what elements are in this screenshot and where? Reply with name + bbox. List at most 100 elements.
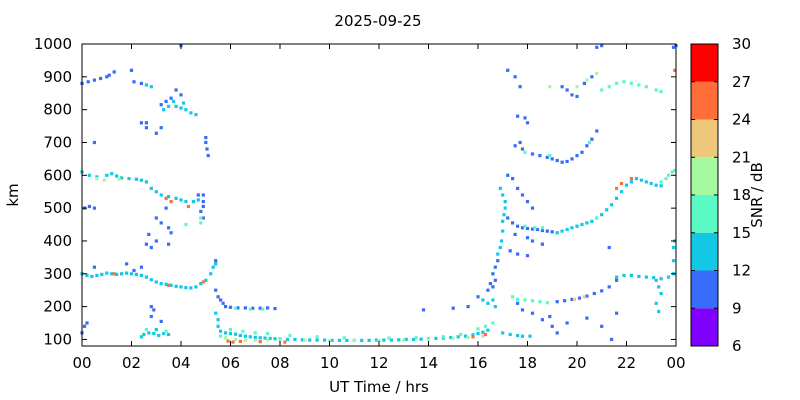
data-point <box>92 265 96 269</box>
data-point <box>548 154 552 158</box>
data-point <box>189 286 193 290</box>
x-axis: 00 02 04 06 08 10 12 14 16 18 20 22 00 <box>72 44 686 372</box>
data-point <box>273 337 277 341</box>
data-point <box>174 196 178 200</box>
data-point <box>214 259 218 263</box>
data-point <box>654 278 658 282</box>
data-point <box>125 262 129 266</box>
data-point <box>149 186 153 190</box>
y-tick-label: 200 <box>43 298 72 316</box>
data-point <box>139 121 143 125</box>
data-point <box>560 160 564 164</box>
data-point <box>167 104 171 108</box>
data-point <box>483 332 487 337</box>
data-point <box>266 306 270 310</box>
data-point <box>550 230 554 234</box>
y-tick-label: 100 <box>43 330 72 348</box>
data-point <box>263 336 267 340</box>
data-point <box>179 198 183 202</box>
data-point <box>501 229 505 233</box>
data-point <box>483 324 487 328</box>
data-points <box>80 44 678 344</box>
data-point <box>555 300 559 304</box>
data-point <box>600 213 604 217</box>
data-point <box>172 99 176 103</box>
data-point <box>540 318 544 322</box>
data-point <box>159 126 163 130</box>
x-tick-label: 22 <box>617 354 636 372</box>
data-point <box>214 262 218 266</box>
data-point <box>154 328 158 332</box>
data-point <box>615 278 619 282</box>
data-point <box>523 224 527 228</box>
data-point <box>110 272 114 276</box>
data-point <box>233 337 238 341</box>
y-tick-label: 400 <box>43 232 72 250</box>
data-point <box>673 68 677 72</box>
data-point <box>592 291 596 296</box>
data-point <box>496 259 500 263</box>
data-point <box>144 275 148 279</box>
data-point <box>201 193 205 197</box>
data-point <box>419 337 423 341</box>
colorbar-label: SNR / dB <box>748 162 766 228</box>
data-point <box>169 231 173 235</box>
data-point <box>159 319 163 323</box>
data-point <box>585 144 589 148</box>
data-point <box>582 81 586 85</box>
data-point <box>523 150 527 154</box>
data-point <box>228 331 233 336</box>
colorbar-segment <box>691 308 718 346</box>
data-point <box>144 328 148 332</box>
data-point <box>545 155 549 159</box>
data-point <box>530 206 535 210</box>
data-point <box>513 144 517 148</box>
data-point <box>459 332 463 337</box>
data-point <box>525 254 530 258</box>
data-point <box>184 286 188 290</box>
data-point <box>565 321 569 325</box>
data-point <box>288 333 292 338</box>
data-point <box>671 45 676 49</box>
data-point <box>572 297 577 301</box>
data-point <box>501 331 505 335</box>
data-point <box>615 275 619 279</box>
data-point <box>530 311 535 315</box>
x-tick-label: 02 <box>122 354 141 372</box>
x-tick-label: 20 <box>567 354 586 372</box>
data-point <box>530 227 535 231</box>
data-point <box>513 232 517 236</box>
x-tick-label: 00 <box>72 354 91 372</box>
data-point <box>488 282 492 286</box>
data-point <box>204 278 208 282</box>
data-point <box>587 140 591 145</box>
data-point <box>670 170 674 174</box>
data-point <box>219 298 223 302</box>
y-axis: 100 200 300 400 500 600 700 800 900 1000 <box>34 35 676 348</box>
data-point <box>414 335 418 340</box>
data-point <box>154 239 158 243</box>
data-point <box>174 88 178 92</box>
data-point <box>486 301 490 305</box>
data-point <box>511 295 515 299</box>
data-point <box>659 291 663 296</box>
data-point <box>565 159 569 164</box>
data-point <box>516 224 520 228</box>
data-point <box>164 329 168 333</box>
data-point <box>221 301 225 305</box>
data-point <box>498 186 502 190</box>
data-point <box>149 85 153 89</box>
data-point <box>657 309 661 314</box>
data-point <box>167 242 171 246</box>
data-point <box>315 338 319 342</box>
data-point <box>570 93 574 97</box>
data-point <box>102 178 106 182</box>
data-point <box>154 190 158 194</box>
data-point <box>508 249 512 253</box>
data-point <box>134 272 138 276</box>
data-point <box>139 273 143 277</box>
data-point <box>144 83 148 87</box>
data-point <box>518 85 522 89</box>
data-point <box>523 298 527 302</box>
